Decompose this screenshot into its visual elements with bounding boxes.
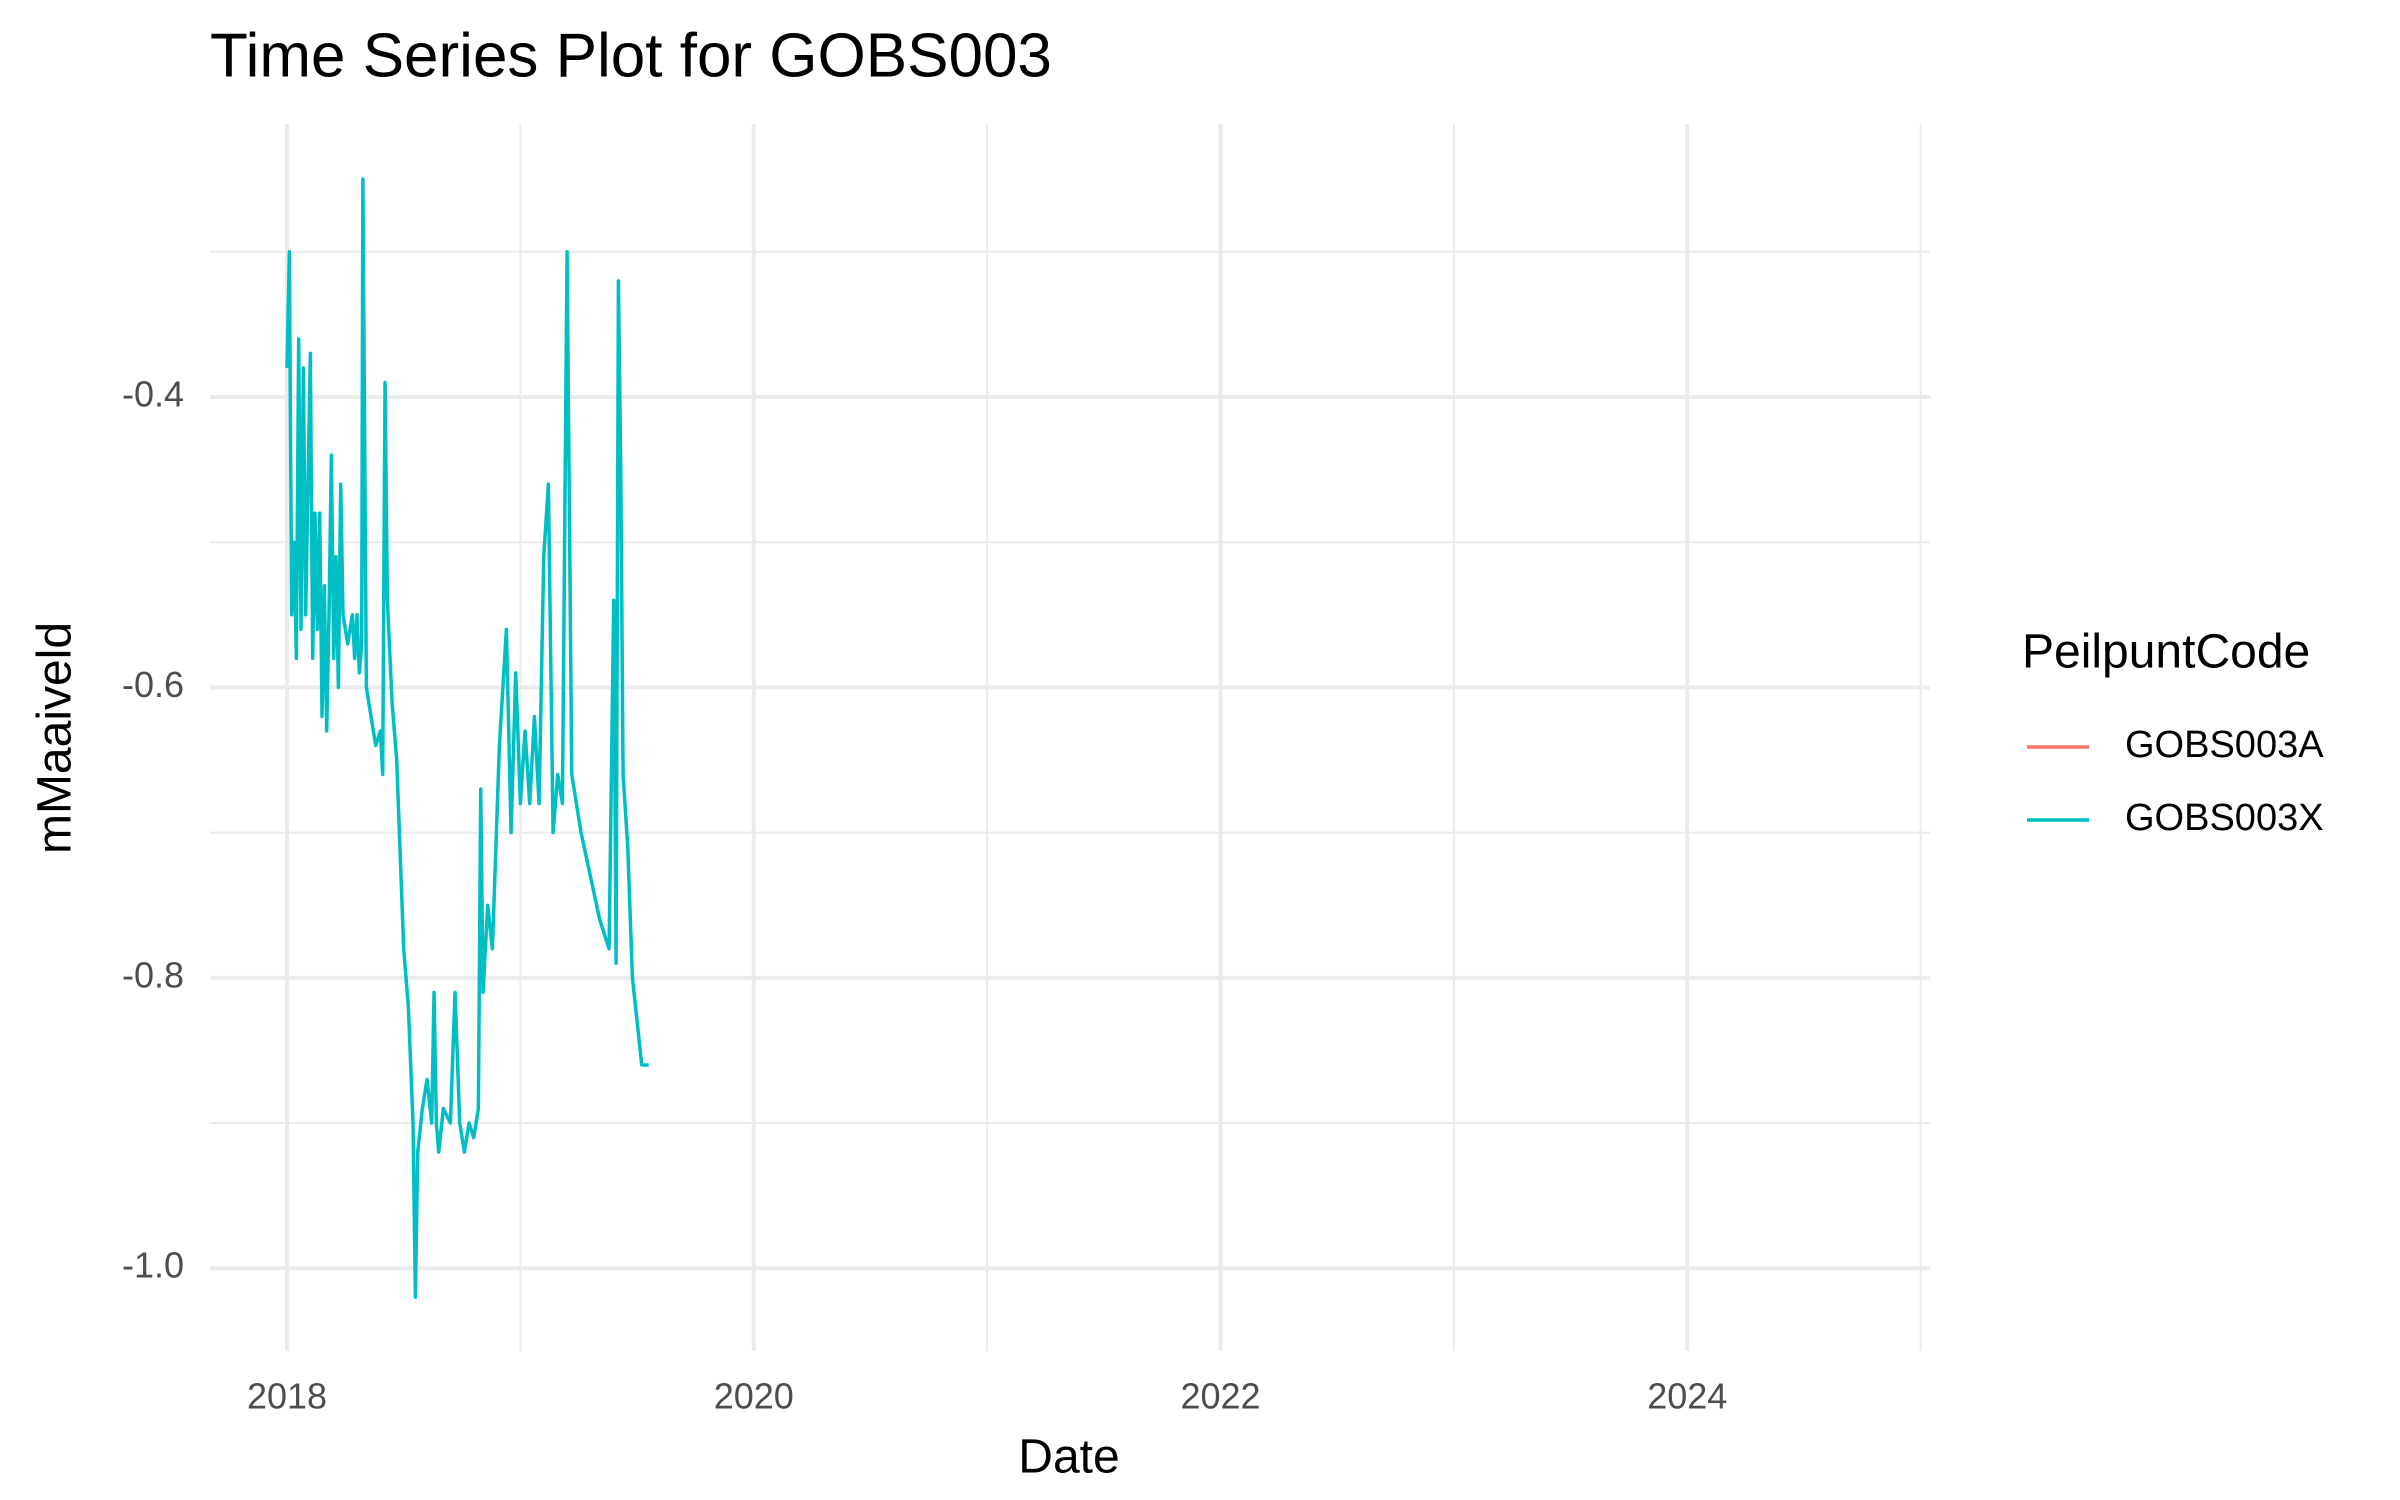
x-tick-label: 2022: [1180, 1376, 1260, 1417]
y-tick-label: -0.4: [122, 374, 184, 415]
y-axis-title: mMaaiveld: [29, 622, 82, 854]
x-tick-label: 2024: [1647, 1376, 1727, 1417]
legend-label: GOBS003X: [2125, 797, 2324, 839]
chart-title: Time Series Plot for GOBS003: [210, 21, 1052, 90]
legend-title: PeilpuntCode: [2022, 626, 2310, 679]
y-tick-label: -1.0: [122, 1245, 184, 1286]
legend-label: GOBS003A: [2125, 724, 2324, 766]
y-tick-label: -0.8: [122, 954, 184, 995]
x-tick-label: 2018: [247, 1376, 327, 1417]
x-axis-title: Date: [1018, 1431, 1119, 1484]
series-line: [285, 177, 649, 1300]
x-tick-label: 2020: [714, 1376, 794, 1417]
y-tick-label: -0.6: [122, 664, 184, 705]
